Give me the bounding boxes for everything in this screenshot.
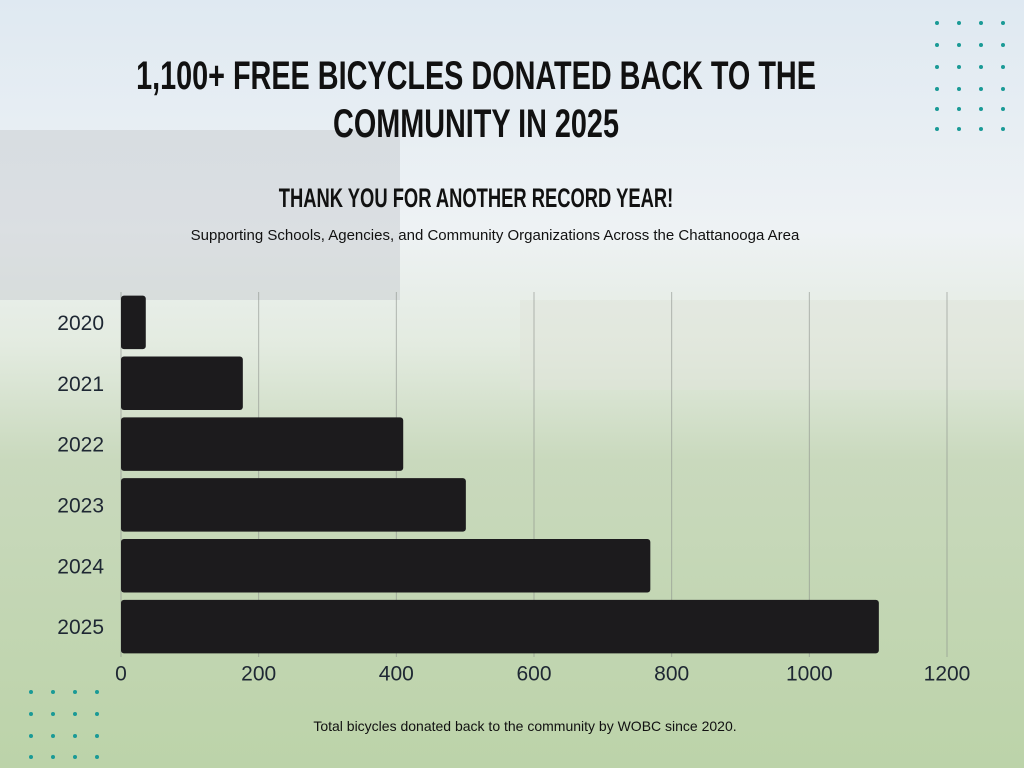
caption: Total bicycles donated back to the commu… [313, 718, 737, 734]
subtitle: THANK YOU FOR ANOTHER RECORD YEAR! [278, 183, 674, 213]
x-tick-label: 200 [241, 663, 276, 686]
decor-dots [29, 21, 1005, 759]
y-tick-label: 2024 [57, 555, 104, 578]
tent [0, 130, 400, 300]
y-tick-label: 2025 [57, 616, 104, 639]
description: Supporting Schools, Agencies, and Commun… [190, 227, 800, 244]
x-tick-label: 800 [654, 663, 689, 686]
plot: 0 200 400 600 800 1000 1200 2020 2021 2022 2023 202… [57, 292, 970, 686]
bar [121, 417, 404, 471]
y-tick-label: 2023 [57, 494, 104, 517]
bar [121, 295, 146, 350]
y-tick-label: 2021 [57, 373, 104, 396]
bar [121, 356, 243, 411]
bar [121, 538, 651, 593]
x-tick-label: 600 [516, 663, 551, 686]
x-tick-label: 400 [379, 663, 414, 686]
x-tick-label: 0 [115, 663, 127, 686]
title: 1,100+ FREE BICYCLES DONATED BACK TO THE… [136, 54, 816, 146]
background-buildings [520, 300, 1024, 390]
x-tick-label: 1000 [786, 663, 833, 686]
y-tick-label: 2020 [57, 312, 104, 335]
y-tick-label: 2022 [57, 434, 104, 457]
bar [121, 478, 466, 532]
bar [121, 599, 879, 654]
x-tick-label: 1200 [924, 663, 971, 686]
